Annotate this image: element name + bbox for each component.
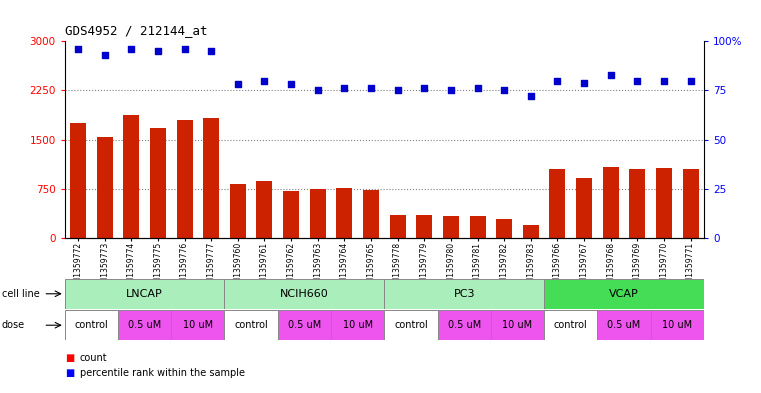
Bar — [603, 167, 619, 238]
Point — [631, 77, 643, 84]
Bar — [544, 310, 597, 340]
Bar — [203, 118, 219, 238]
Bar — [597, 310, 651, 340]
Text: 10 uM: 10 uM — [342, 320, 373, 330]
Point — [604, 72, 616, 78]
Bar — [65, 310, 118, 340]
Bar — [576, 178, 592, 238]
Bar — [283, 191, 299, 238]
Bar — [224, 310, 278, 340]
Bar — [384, 279, 544, 309]
Bar — [443, 216, 459, 238]
Point — [285, 81, 297, 88]
Text: cell line: cell line — [2, 289, 40, 299]
Bar — [177, 120, 193, 238]
Text: percentile rank within the sample: percentile rank within the sample — [80, 368, 245, 378]
Bar — [496, 219, 512, 238]
Text: control: control — [234, 320, 268, 330]
Bar — [123, 115, 139, 238]
Point — [471, 85, 484, 92]
Point — [551, 77, 563, 84]
Bar — [150, 128, 166, 238]
Bar — [331, 310, 384, 340]
Point — [338, 85, 350, 92]
Bar — [416, 215, 432, 238]
Bar — [683, 169, 699, 238]
Text: control: control — [75, 320, 108, 330]
Bar — [629, 169, 645, 238]
Point — [578, 79, 590, 86]
Bar — [118, 310, 171, 340]
Text: 10 uM: 10 uM — [183, 320, 213, 330]
Bar — [70, 123, 86, 238]
Point — [312, 87, 324, 94]
Point — [444, 87, 457, 94]
Text: control: control — [554, 320, 587, 330]
Text: count: count — [80, 353, 107, 363]
Bar — [230, 184, 246, 238]
Bar — [171, 310, 224, 340]
Text: ■: ■ — [65, 368, 74, 378]
Text: GDS4952 / 212144_at: GDS4952 / 212144_at — [65, 24, 207, 37]
Point — [72, 46, 84, 52]
Point — [365, 85, 377, 92]
Bar — [656, 168, 672, 238]
Bar — [65, 279, 224, 309]
Text: 10 uM: 10 uM — [502, 320, 533, 330]
Text: 0.5 uM: 0.5 uM — [607, 320, 641, 330]
Point — [419, 85, 431, 92]
Bar — [491, 310, 544, 340]
Text: LNCAP: LNCAP — [126, 289, 163, 299]
Bar — [336, 188, 352, 238]
Point — [151, 48, 164, 54]
Point — [391, 87, 403, 94]
Text: 0.5 uM: 0.5 uM — [288, 320, 321, 330]
Text: control: control — [394, 320, 428, 330]
Text: PC3: PC3 — [454, 289, 475, 299]
Bar — [470, 216, 486, 238]
Bar — [278, 310, 331, 340]
Point — [231, 81, 244, 88]
Text: 10 uM: 10 uM — [662, 320, 693, 330]
Point — [684, 77, 696, 84]
Bar — [384, 310, 438, 340]
Bar — [310, 189, 326, 238]
Point — [498, 87, 510, 94]
Bar — [549, 169, 565, 238]
Bar — [256, 181, 272, 238]
Text: VCAP: VCAP — [609, 289, 639, 299]
Point — [658, 77, 670, 84]
Bar — [651, 310, 704, 340]
Point — [125, 46, 137, 52]
Bar — [363, 190, 379, 238]
Text: ■: ■ — [65, 353, 74, 363]
Bar — [438, 310, 491, 340]
Point — [524, 93, 537, 99]
Point — [98, 52, 111, 58]
Text: dose: dose — [2, 320, 24, 330]
Text: 0.5 uM: 0.5 uM — [128, 320, 161, 330]
Bar — [224, 279, 384, 309]
Point — [178, 46, 190, 52]
Text: 0.5 uM: 0.5 uM — [447, 320, 481, 330]
Bar — [523, 225, 539, 238]
Bar — [544, 279, 704, 309]
Text: NCIH660: NCIH660 — [280, 289, 329, 299]
Bar — [390, 215, 406, 238]
Bar — [97, 137, 113, 238]
Point — [258, 77, 271, 84]
Point — [205, 48, 218, 54]
